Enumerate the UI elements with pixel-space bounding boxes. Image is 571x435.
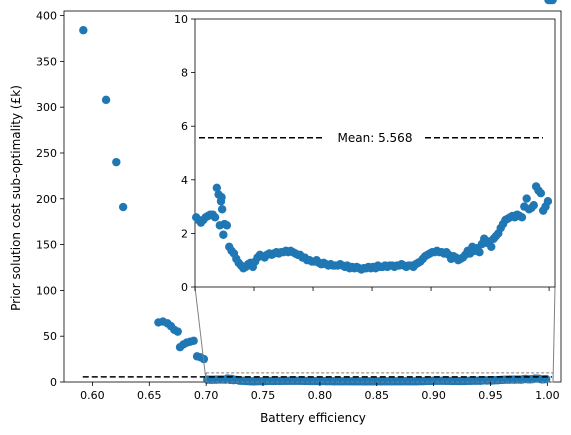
- zoom-indicator: [194, 286, 556, 383]
- main-x-ticks: 0.60 0.65 0.70 0.75 0.80 0.85 0.90 0.95 1.00: [80, 382, 560, 402]
- main-y-tick-label: 50: [43, 330, 57, 343]
- main-x-tick-label: 0.60: [80, 389, 105, 402]
- inset-point: [475, 247, 484, 257]
- main-x-tick-label: 0.95: [478, 389, 503, 402]
- main-point: [189, 336, 198, 345]
- main-y-tick-label: 100: [36, 284, 57, 297]
- inset-point: [217, 193, 226, 202]
- main-points: [79, 0, 555, 386]
- inset-point: [222, 221, 232, 230]
- inset-point: [212, 183, 222, 193]
- inset-point: [522, 194, 531, 203]
- main-y-tick-label: 350: [36, 55, 57, 68]
- inset-y-tick-label: 4: [181, 174, 188, 187]
- inset-point: [517, 213, 527, 222]
- inset-y-tick-label: 10: [174, 13, 188, 26]
- main-point: [118, 202, 128, 212]
- y-axis-label: Prior solution cost sub-optimality (£k): [9, 85, 23, 311]
- main-y-tick-label: 400: [36, 10, 57, 23]
- inset-axes-frame: [194, 18, 556, 288]
- inset-point: [548, 0, 557, 5]
- inset-point: [543, 197, 553, 206]
- inset-point: [529, 201, 538, 210]
- inset-y-tick-label: 8: [181, 67, 188, 80]
- main-y-tick-label: 0: [50, 376, 57, 389]
- inset-plot: Mean: 5.568 0 2 4 6 8 10: [174, 0, 557, 294]
- inset-y-tick-label: 6: [181, 120, 188, 133]
- mean-label: Mean: 5.568: [338, 131, 413, 145]
- inset-y-ticks: 0 2 4 6 8 10: [174, 13, 195, 294]
- main-x-tick-label: 1.00: [535, 389, 560, 402]
- main-point: [173, 327, 182, 336]
- inset-point: [219, 230, 228, 239]
- main-y-tick-label: 250: [36, 147, 57, 160]
- zoom-connector-left: [194, 286, 207, 383]
- main-x-tick-label: 0.90: [421, 389, 446, 402]
- main-x-tick-label: 0.75: [251, 389, 276, 402]
- inset-point: [210, 213, 220, 222]
- main-plot: 0.60 0.65 0.70 0.75 0.80 0.85 0.90 0.95 1.00 0 50…: [9, 0, 562, 425]
- x-axis-label: Battery efficiency: [260, 411, 366, 425]
- main-point: [112, 157, 121, 167]
- inset-point: [217, 205, 227, 214]
- zoom-connector-right: [552, 286, 556, 383]
- inset-y-tick-label: 0: [181, 281, 188, 294]
- main-x-tick-label: 0.70: [194, 389, 219, 402]
- inset-y-tick-label: 2: [181, 227, 188, 240]
- main-point: [79, 26, 88, 35]
- main-y-ticks: 0 50 100 150 200 250 300 350 400: [36, 10, 64, 389]
- main-y-tick-label: 150: [36, 239, 57, 252]
- main-point: [101, 95, 111, 105]
- main-x-tick-label: 0.65: [137, 389, 162, 402]
- main-x-tick-label: 0.80: [308, 389, 333, 402]
- inset-point: [536, 189, 546, 198]
- main-y-tick-label: 300: [36, 101, 57, 114]
- main-x-tick-label: 0.85: [365, 389, 390, 402]
- main-y-tick-label: 200: [36, 193, 57, 206]
- inset-x-ticks: [194, 287, 550, 291]
- inset-points: [191, 0, 557, 274]
- inset-point: [487, 242, 496, 251]
